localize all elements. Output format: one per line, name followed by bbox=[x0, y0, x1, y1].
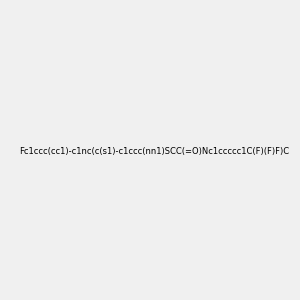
Text: Fc1ccc(cc1)-c1nc(c(s1)-c1ccc(nn1)SCC(=O)Nc1ccccc1C(F)(F)F)C: Fc1ccc(cc1)-c1nc(c(s1)-c1ccc(nn1)SCC(=O)… bbox=[19, 147, 289, 156]
